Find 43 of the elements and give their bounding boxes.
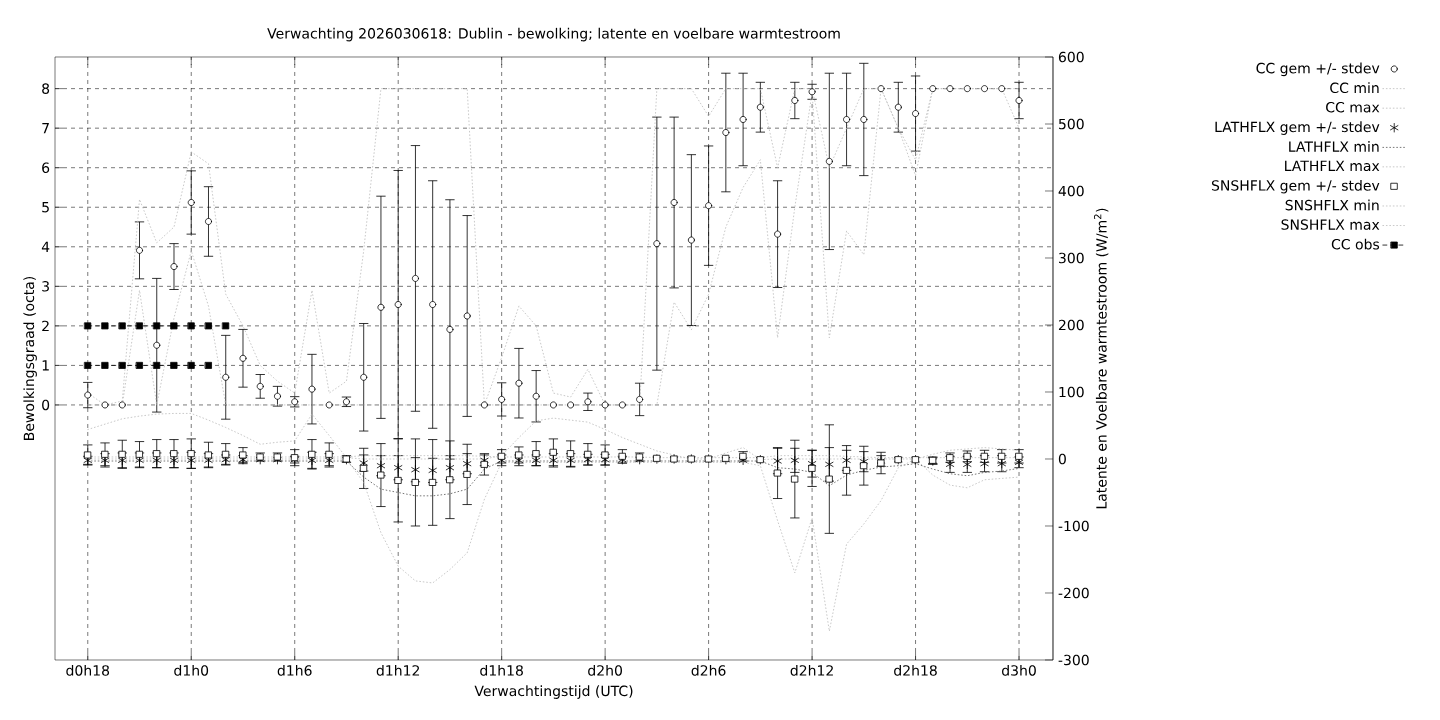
y-tick-label: 7 <box>42 123 49 134</box>
x-tick-label: d3h0 <box>1002 664 1036 676</box>
y-tick-label: 0 <box>42 399 50 411</box>
y-tick-label: 8 <box>42 83 50 94</box>
x-tick-label: d2h0 <box>588 664 622 676</box>
y2-tick-label: 500 <box>1059 118 1084 130</box>
y-tick-label: 4 <box>41 241 50 252</box>
x-tick-label: d2h6 <box>691 664 726 676</box>
chart-title: Verwachting 2026030618: Dublin - bewolking; latente en voelbare warmtestroom <box>267 27 840 42</box>
legend-label: LATHFLX max <box>1285 160 1380 172</box>
legend-label: CC gem +/- stdev <box>1256 62 1380 77</box>
x-tick-label: d1h6 <box>277 664 312 676</box>
y2-tick-label: -100 <box>1058 520 1089 532</box>
legend-label: SNSHFLX gem +/- stdev <box>1211 179 1380 194</box>
x-tick-label: d2h12 <box>790 664 833 676</box>
y-axis-title: Bewolkingsgraad (octa) <box>23 276 37 440</box>
x-axis-title: Verwachtingstijd (UTC) <box>474 685 633 699</box>
x-tick-label: d2h18 <box>894 664 937 676</box>
x-tick-label: d1h12 <box>376 664 420 676</box>
y2-tick-label: 200 <box>1058 319 1084 331</box>
y2-tick-label: -200 <box>1058 587 1089 599</box>
y2-tick-label: -300 <box>1058 654 1089 666</box>
y2-tick-label: 600 <box>1058 51 1084 63</box>
legend-label: CC min <box>1330 82 1379 94</box>
legend-label: CC max <box>1326 101 1380 113</box>
x-tick-label: d1h18 <box>480 664 523 676</box>
legend-label: CC obs <box>1331 238 1380 250</box>
y-tick-label: 1 <box>42 360 49 371</box>
legend-label: LATHFLX min <box>1289 141 1379 152</box>
legend-label: SNSHFLX max <box>1281 219 1380 230</box>
legend-label: LATHFLX gem +/- stdev <box>1215 121 1380 135</box>
y2-tick-label: 100 <box>1059 386 1084 398</box>
y-tick-label: 6 <box>42 162 50 173</box>
legend-label: SNSHFLX min <box>1285 199 1379 211</box>
y-tick-label: 5 <box>42 202 49 213</box>
y2-tick-label: 300 <box>1059 252 1084 264</box>
y2-tick-label: 0 <box>1058 453 1066 465</box>
x-tick-label: d1h0 <box>174 664 209 676</box>
y2-tick-label: 400 <box>1058 185 1084 197</box>
y-tick-label: 2 <box>42 320 49 332</box>
y2-axis-title: Latente en Voelbare warmtestroom (W/m$^{2}$) <box>1093 208 1109 509</box>
x-tick-label: d0h18 <box>66 664 110 676</box>
y-tick-label: 3 <box>42 281 49 292</box>
